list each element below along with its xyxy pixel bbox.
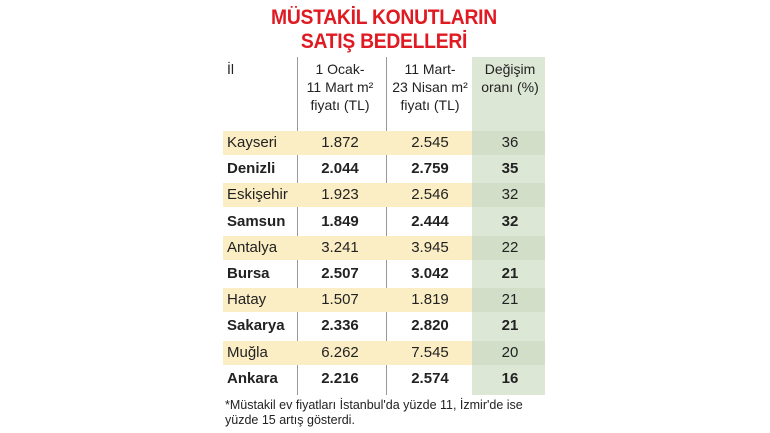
cell-period1-price: 6.262 [321,343,359,361]
header-change: Değişim oranı (%) [476,60,544,96]
cell-period1-price: 3.241 [321,238,359,256]
cell-period2-price: 2.546 [411,186,449,204]
header-period2-line3: fiyatı (TL) [400,97,460,113]
cell-change-rate: 21 [501,291,519,309]
header-period2: 11 Mart- 23 Nisan m² fiyatı (TL) [387,60,473,114]
footnote-line1: *Müstakil ev fiyatları İstanbul'da yüzde… [225,398,523,412]
header-period2-line2: 23 Nisan m² [392,79,468,95]
cell-il: Kayseri [227,134,278,151]
cell-change-rate: 32 [501,186,519,204]
table-row: Muğla 6.262 7.545 20 [223,340,545,365]
cell-period2-price: 2.545 [411,134,449,151]
cell-period2-price: 2.820 [411,317,449,335]
cell-change-rate: 16 [501,369,519,387]
cell-il: Muğla [227,343,268,361]
header-period1-line3: fiyatı (TL) [310,97,370,113]
row-change-background [472,340,545,365]
row-background [223,235,472,260]
cell-il: Bursa [227,265,270,282]
cell-period2-price: 2.759 [411,160,449,178]
cell-period1-price: 1.872 [321,134,359,151]
cell-il: Samsun [227,212,286,230]
cell-period1-price: 2.216 [321,369,359,387]
header-change-line2: oranı (%) [481,79,539,95]
table-row: Eskişehir 1.923 2.546 32 [223,183,545,208]
cell-change-rate: 36 [501,134,519,151]
row-change-background [472,131,545,155]
cell-period2-price: 3.945 [411,238,449,256]
header-period1: 1 Ocak- 11 Mart m² fiyatı (TL) [297,60,383,114]
header-period1-line1: 1 Ocak- [315,61,365,77]
column-divider-1 [297,57,298,395]
row-background [223,131,472,155]
cell-period2-price: 3.042 [411,265,449,282]
cell-il: Sakarya [227,317,285,335]
cell-period2-price: 1.819 [411,291,449,309]
cell-period1-price: 1.507 [321,291,359,309]
row-change-background [472,235,545,260]
change-column-background [472,57,545,395]
cell-change-rate: 32 [501,212,519,230]
table-row: Ankara 2.216 2.574 16 [223,367,545,391]
table-row: Bursa 2.507 3.042 21 [223,262,545,286]
row-background [223,288,472,313]
row-change-background [472,288,545,313]
table-row: Kayseri 1.872 2.545 36 [223,131,545,155]
cell-change-rate: 21 [501,317,519,335]
cell-period1-price: 2.044 [321,160,359,178]
table-row: Sakarya 2.336 2.820 21 [223,314,545,338]
header-il: İl [227,61,234,77]
cell-change-rate: 22 [501,238,519,256]
cell-il: Antalya [227,238,278,256]
cell-il: Ankara [227,369,278,387]
cell-period1-price: 1.849 [321,212,359,230]
row-background [223,183,472,208]
cell-il: Eskişehir [227,186,288,204]
cell-change-rate: 35 [501,160,519,178]
header-change-line1: Değişim [484,61,536,77]
header-period1-line2: 11 Mart m² [306,79,374,95]
cell-change-rate: 20 [501,343,519,361]
table-row: Denizli 2.044 2.759 35 [223,157,545,181]
footnote: *Müstakil ev fiyatları İstanbul'da yüzde… [225,398,543,428]
cell-change-rate: 21 [501,265,519,282]
cell-period1-price: 2.507 [321,265,359,282]
table-row: Hatay 1.507 1.819 21 [223,288,545,313]
table-row: Samsun 1.849 2.444 32 [223,210,545,234]
table-title-line1: MÜSTAKİL KONUTLARIN [271,6,497,29]
column-divider-2 [386,57,387,395]
cell-period1-price: 2.336 [321,317,359,335]
table-title-line2: SATIŞ BEDELLERİ [300,30,468,53]
price-table-card: MÜSTAKİL KONUTLARIN SATIŞ BEDELLERİ İl 1… [223,0,545,433]
cell-period2-price: 2.574 [411,369,449,387]
cell-il: Hatay [227,291,267,309]
row-background [223,340,472,365]
cell-period2-price: 2.444 [411,212,449,230]
row-change-background [472,183,545,208]
cell-period2-price: 7.545 [411,343,449,361]
cell-il: Denizli [227,160,276,178]
header-period2-line1: 11 Mart- [404,61,456,77]
cell-period1-price: 1.923 [321,186,359,204]
table-row: Antalya 3.241 3.945 22 [223,235,545,260]
footnote-line2: yüzde 15 artış gösterdi. [225,413,355,427]
